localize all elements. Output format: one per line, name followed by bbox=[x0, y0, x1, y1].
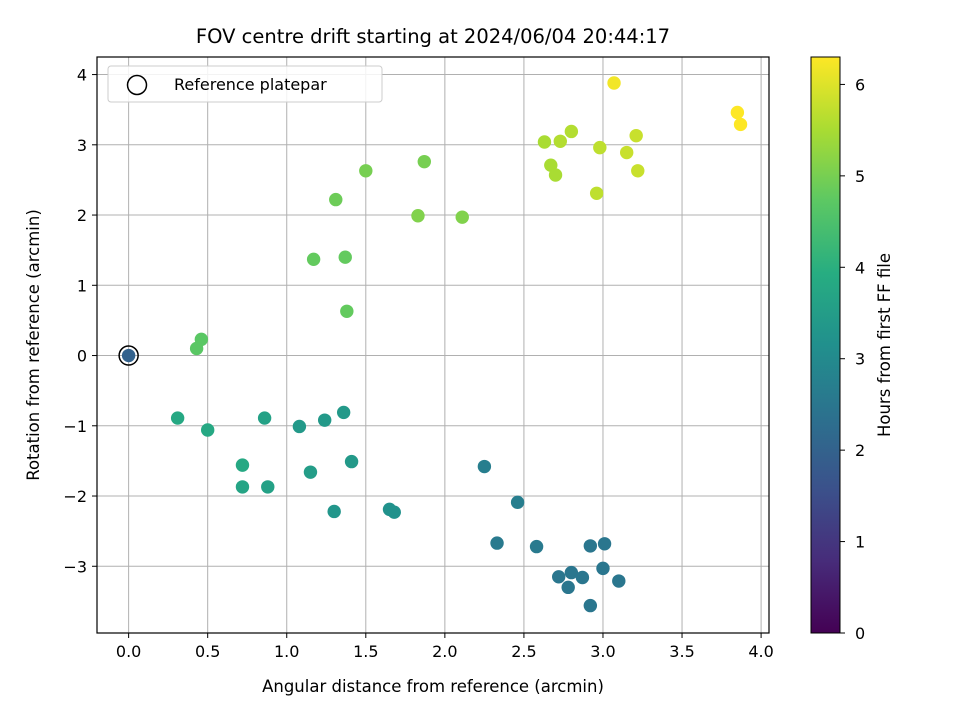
scatter-point bbox=[200, 423, 215, 437]
scatter-point bbox=[417, 154, 432, 169]
scatter-point bbox=[292, 419, 307, 434]
scatter-point bbox=[477, 459, 492, 474]
scatter-point bbox=[561, 580, 575, 595]
legend-label-reference: Reference platepar bbox=[174, 75, 327, 94]
scatter-point bbox=[583, 539, 598, 553]
y-tick-label: −3 bbox=[63, 557, 87, 576]
y-tick-label: 3 bbox=[77, 136, 87, 155]
x-tick-label: 0.5 bbox=[195, 642, 220, 661]
scatter-point bbox=[261, 480, 275, 494]
scatter-point bbox=[327, 504, 341, 519]
scatter-point bbox=[455, 210, 469, 224]
legend-box bbox=[107, 65, 383, 103]
y-tick-label: 0 bbox=[77, 347, 87, 366]
scatter-point bbox=[552, 570, 566, 584]
scatter-point bbox=[303, 465, 318, 479]
scatter-point bbox=[329, 192, 343, 207]
y-tick-label: 1 bbox=[77, 276, 87, 295]
scatter-point bbox=[359, 164, 373, 178]
colorbar-tick-label: 5 bbox=[855, 167, 865, 186]
chart-title: FOV centre drift starting at 2024/06/04 … bbox=[196, 25, 670, 48]
scatter-point bbox=[194, 332, 209, 347]
scatter-point bbox=[537, 135, 552, 149]
colorbar-tick-label: 4 bbox=[855, 258, 865, 277]
scatter-points bbox=[118, 76, 748, 613]
y-axis-ticks: −3 −2 −1 0 1 2 3 4 bbox=[63, 66, 97, 576]
x-tick-label: 0.0 bbox=[116, 642, 141, 661]
scatter-point bbox=[235, 480, 250, 494]
colorbar-tick-label: 3 bbox=[855, 350, 865, 369]
scatter-point bbox=[631, 164, 645, 178]
scatter-point bbox=[597, 537, 612, 551]
x-tick-label: 2.0 bbox=[432, 642, 457, 661]
scatter-point bbox=[589, 186, 604, 200]
scatter-point bbox=[257, 411, 272, 425]
scatter-point bbox=[235, 458, 250, 472]
y-tick-label: 2 bbox=[77, 206, 87, 225]
colorbar-tick-label: 1 bbox=[855, 533, 865, 552]
scatter-point bbox=[596, 561, 610, 576]
scatter-point bbox=[564, 565, 579, 580]
x-tick-label: 3.5 bbox=[669, 642, 694, 661]
colorbar-ticks: 0 1 2 3 4 5 6 bbox=[840, 75, 865, 643]
legend: Reference platepar bbox=[107, 65, 383, 103]
colorbar-tick-label: 0 bbox=[855, 624, 865, 643]
scatter-point bbox=[629, 128, 643, 143]
x-tick-label: 2.5 bbox=[511, 642, 536, 661]
scatter-point bbox=[733, 117, 748, 132]
x-tick-label: 1.5 bbox=[353, 642, 378, 661]
scatter-point bbox=[612, 574, 626, 588]
scatter-point bbox=[607, 76, 621, 90]
scatter-point bbox=[306, 252, 321, 267]
scatter-point bbox=[344, 454, 359, 469]
x-tick-label: 1.0 bbox=[274, 642, 299, 661]
scatter-point bbox=[121, 348, 136, 363]
scatter-point bbox=[553, 134, 567, 148]
scatter-point bbox=[593, 140, 607, 155]
scatter-point bbox=[529, 539, 544, 554]
plot-area-frame bbox=[96, 56, 770, 634]
y-axis-label: Rotation from reference (arcmin) bbox=[24, 209, 43, 481]
reference-platepar-marker bbox=[118, 345, 139, 366]
scatter-point bbox=[575, 570, 590, 585]
scatter-point bbox=[340, 304, 354, 318]
scatter-point bbox=[490, 536, 504, 550]
scatter-point bbox=[564, 124, 579, 139]
colorbar-tick-label: 2 bbox=[855, 441, 865, 460]
x-tick-label: 4.0 bbox=[748, 642, 773, 661]
scatter-point bbox=[510, 495, 525, 510]
y-tick-label: −2 bbox=[63, 487, 87, 506]
scatter-point bbox=[338, 250, 352, 264]
x-tick-label: 3.0 bbox=[590, 642, 615, 661]
scatter-point bbox=[317, 413, 332, 427]
scatter-point bbox=[730, 105, 745, 120]
scatter-point bbox=[548, 168, 563, 182]
x-axis-ticks: 0.0 0.5 1.0 1.5 2.0 2.5 3.0 3.5 4.0 bbox=[116, 633, 774, 661]
scatter-point bbox=[336, 405, 351, 420]
scatter-point bbox=[619, 145, 634, 160]
legend-marker-reference bbox=[126, 74, 148, 96]
scatter-point bbox=[583, 598, 598, 613]
scatter-point bbox=[411, 209, 425, 223]
x-axis-label: Angular distance from reference (arcmin) bbox=[262, 677, 604, 696]
colorbar-label: Hours from first FF file bbox=[875, 253, 894, 437]
colorbar-tick-label: 6 bbox=[855, 75, 865, 94]
scatter-point bbox=[170, 411, 185, 425]
y-tick-label: 4 bbox=[77, 66, 87, 85]
scatter-point bbox=[387, 505, 401, 519]
y-tick-label: −1 bbox=[63, 417, 87, 436]
colorbar bbox=[810, 56, 841, 634]
